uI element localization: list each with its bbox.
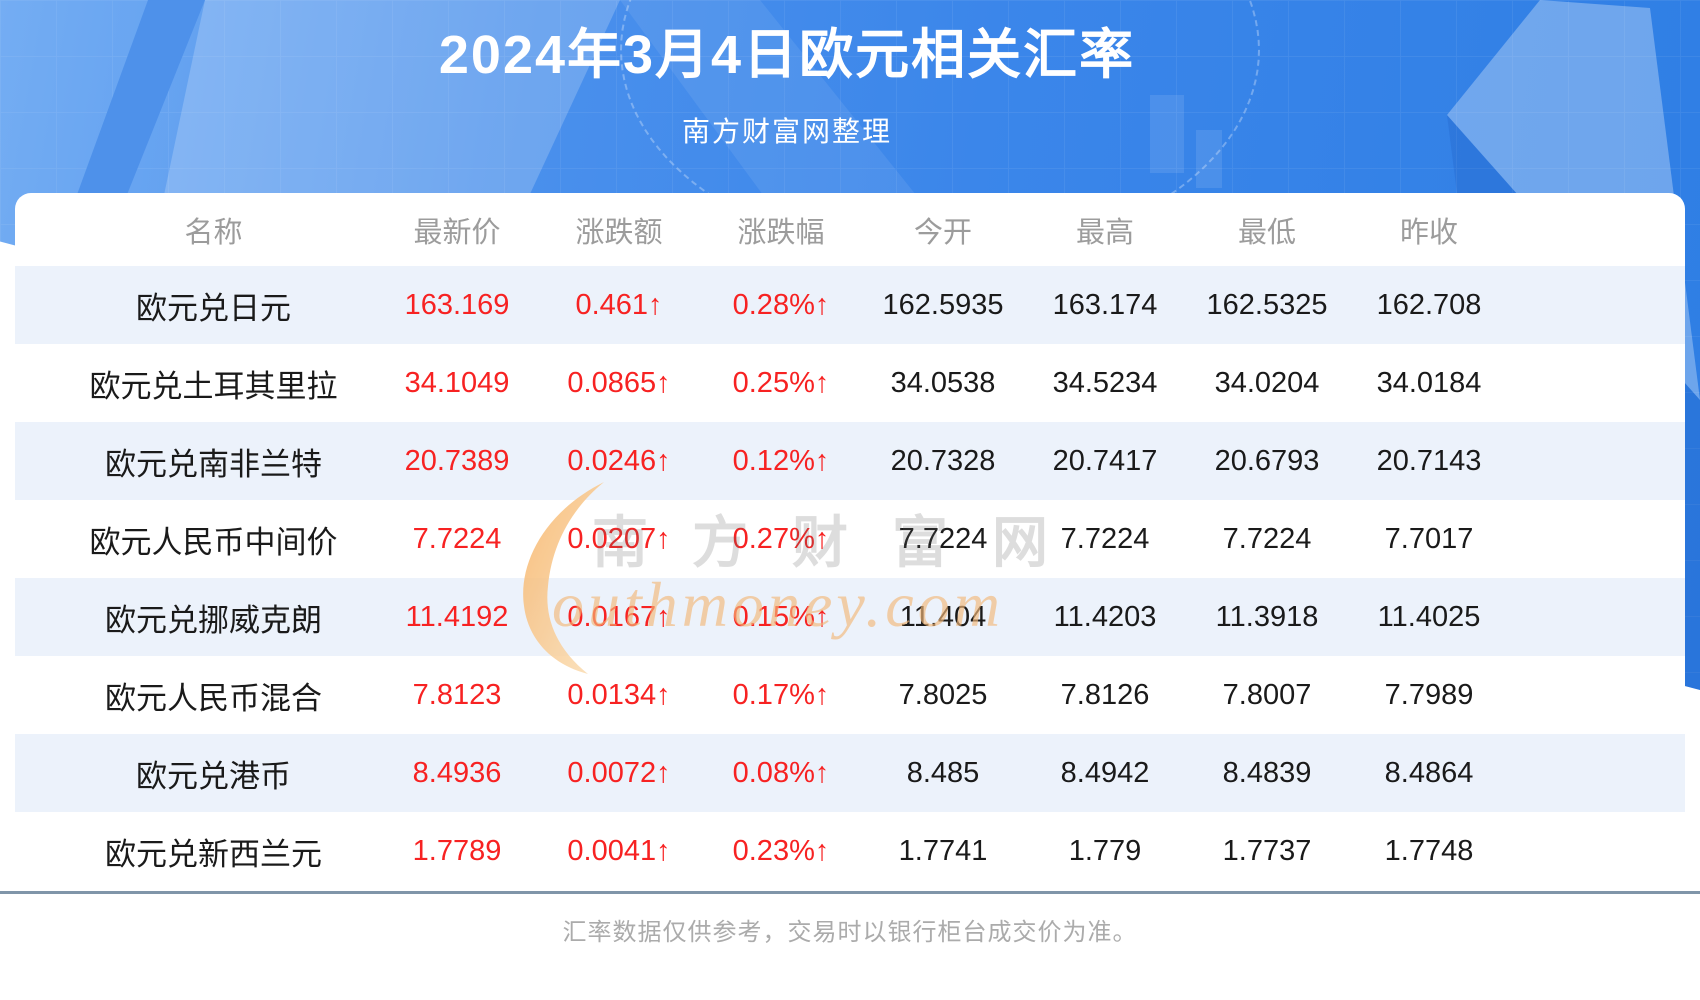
- table-row: 欧元人民币混合 7.8123 0.0134↑ 0.17%↑ 7.8025 7.8126 7.…: [15, 656, 1685, 734]
- value-cell: 7.7224: [1222, 522, 1312, 555]
- value-cell: 11.4203: [1053, 600, 1157, 633]
- value-cell: 34.0204: [1214, 366, 1320, 399]
- column-header-1: 最新价: [413, 216, 501, 249]
- value-cell: 0.0167↑: [567, 600, 671, 633]
- value-cell: 0.0072↑: [567, 756, 671, 789]
- value-cell: 20.7389: [404, 444, 510, 477]
- table-row: 欧元兑南非兰特 20.7389 0.0246↑ 0.12%↑ 20.7328 20.741…: [15, 422, 1685, 500]
- value-cell: 1.7737: [1222, 834, 1312, 867]
- table-row: 欧元兑日元 163.169 0.461↑ 0.28%↑ 162.5935 163.174 1…: [15, 266, 1685, 344]
- column-header-7: 昨收: [1399, 216, 1458, 249]
- table-row: 欧元兑新西兰元 1.7789 0.0041↑ 0.23%↑ 1.7741 1.779 1.7…: [15, 812, 1685, 890]
- header-text-block: 2024年3月4日欧元相关汇率 南方财富网整理: [0, 22, 1700, 150]
- value-cell: 7.8007: [1222, 678, 1312, 711]
- table-body: 欧元兑日元 163.169 0.461↑ 0.28%↑ 162.5935 163.174 1…: [15, 266, 1685, 890]
- value-cell: 7.7989: [1384, 678, 1474, 711]
- page-subtitle: 南方财富网整理: [681, 116, 892, 147]
- pair-name-cell: 欧元兑南非兰特: [105, 446, 322, 482]
- value-cell: 163.174: [1052, 288, 1158, 321]
- value-cell: 0.23%↑: [732, 834, 830, 867]
- value-cell: 11.404: [899, 600, 987, 633]
- pair-name-cell: 欧元兑新西兰元: [105, 836, 322, 872]
- value-cell: 8.485: [906, 756, 980, 789]
- pair-name-cell: 欧元兑港币: [136, 758, 291, 794]
- column-header-0: 名称: [184, 216, 243, 249]
- value-cell: 8.4936: [412, 756, 502, 789]
- value-cell: 11.4192: [405, 600, 509, 633]
- value-cell: 20.7417: [1052, 444, 1158, 477]
- value-cell: 20.6793: [1214, 444, 1320, 477]
- value-cell: 8.4839: [1222, 756, 1312, 789]
- table-row: 欧元人民币中间价 7.7224 0.0207↑ 0.27%↑ 7.7224 7.7224 7…: [15, 500, 1685, 578]
- column-header-5: 最高: [1075, 216, 1134, 249]
- value-cell: 0.08%↑: [732, 756, 830, 789]
- value-cell: 162.5935: [882, 288, 1004, 321]
- value-cell: 0.0134↑: [567, 678, 671, 711]
- pair-name-cell: 欧元兑土耳其里拉: [89, 368, 338, 404]
- bar-glyph-decoration: [1196, 130, 1222, 188]
- value-cell: 8.4864: [1384, 756, 1474, 789]
- value-cell: 7.7017: [1384, 522, 1474, 555]
- value-cell: 34.1049: [404, 366, 510, 399]
- value-cell: 1.7741: [898, 834, 988, 867]
- table-header-row: 名称 最新价 涨跌额 涨跌幅 今开 最高 最低 昨收: [15, 193, 1685, 266]
- value-cell: 20.7328: [890, 444, 996, 477]
- page-title: 2024年3月4日欧元相关汇率: [438, 25, 1136, 85]
- rates-table-card: 名称 最新价 涨跌额 涨跌幅 今开 最高 最低 昨收 欧元兑日元 163.169 0.461↑ 0.…: [15, 193, 1685, 890]
- value-cell: 0.15%↑: [732, 600, 830, 633]
- footer-divider: [0, 891, 1700, 894]
- value-cell: 0.12%↑: [732, 444, 830, 477]
- value-cell: 0.461↑: [575, 288, 663, 321]
- value-cell: 0.17%↑: [732, 678, 830, 711]
- value-cell: 0.27%↑: [732, 522, 830, 555]
- table-row: 欧元兑港币 8.4936 0.0072↑ 0.08%↑ 8.485 8.4942 8.483…: [15, 734, 1685, 812]
- value-cell: 1.779: [1068, 834, 1142, 867]
- value-cell: 34.5234: [1052, 366, 1158, 399]
- pair-name-cell: 欧元兑挪威克朗: [105, 602, 322, 638]
- value-cell: 0.28%↑: [732, 288, 830, 321]
- pair-name-cell: 欧元人民币中间价: [89, 524, 338, 560]
- value-cell: 7.8126: [1060, 678, 1150, 711]
- column-header-3: 涨跌幅: [737, 216, 825, 249]
- column-header-4: 今开: [913, 216, 972, 249]
- value-cell: 0.0207↑: [567, 522, 671, 555]
- value-cell: 162.5325: [1206, 288, 1328, 321]
- column-header-6: 最低: [1237, 216, 1296, 249]
- value-cell: 0.0246↑: [567, 444, 671, 477]
- value-cell: 7.7224: [412, 522, 502, 555]
- value-cell: 0.25%↑: [732, 366, 830, 399]
- value-cell: 7.8123: [412, 678, 502, 711]
- value-cell: 0.0041↑: [567, 834, 671, 867]
- value-cell: 163.169: [404, 288, 510, 321]
- value-cell: 11.3918: [1215, 600, 1319, 633]
- column-header-2: 涨跌额: [575, 216, 663, 249]
- pair-name-cell: 欧元人民币混合: [105, 680, 322, 716]
- pair-name-cell: 欧元兑日元: [136, 290, 291, 326]
- value-cell: 7.7224: [1060, 522, 1150, 555]
- table-row: 欧元兑挪威克朗 11.4192 0.0167↑ 0.15%↑ 11.404 11.4203…: [15, 578, 1685, 656]
- value-cell: 8.4942: [1060, 756, 1150, 789]
- value-cell: 11.4025: [1377, 600, 1481, 633]
- value-cell: 7.7224: [898, 522, 988, 555]
- value-cell: 34.0184: [1376, 366, 1482, 399]
- value-cell: 34.0538: [890, 366, 996, 399]
- table-row: 欧元兑土耳其里拉 34.1049 0.0865↑ 0.25%↑ 34.0538 34.52…: [15, 344, 1685, 422]
- footer-note: 汇率数据仅供参考，交易时以银行柜台成交价为准。: [562, 919, 1138, 946]
- value-cell: 20.7143: [1376, 444, 1482, 477]
- value-cell: 1.7789: [412, 834, 502, 867]
- value-cell: 162.708: [1376, 288, 1482, 321]
- value-cell: 0.0865↑: [567, 366, 671, 399]
- bar-glyph-decoration: [1150, 95, 1184, 173]
- value-cell: 1.7748: [1384, 834, 1474, 867]
- value-cell: 7.8025: [898, 678, 988, 711]
